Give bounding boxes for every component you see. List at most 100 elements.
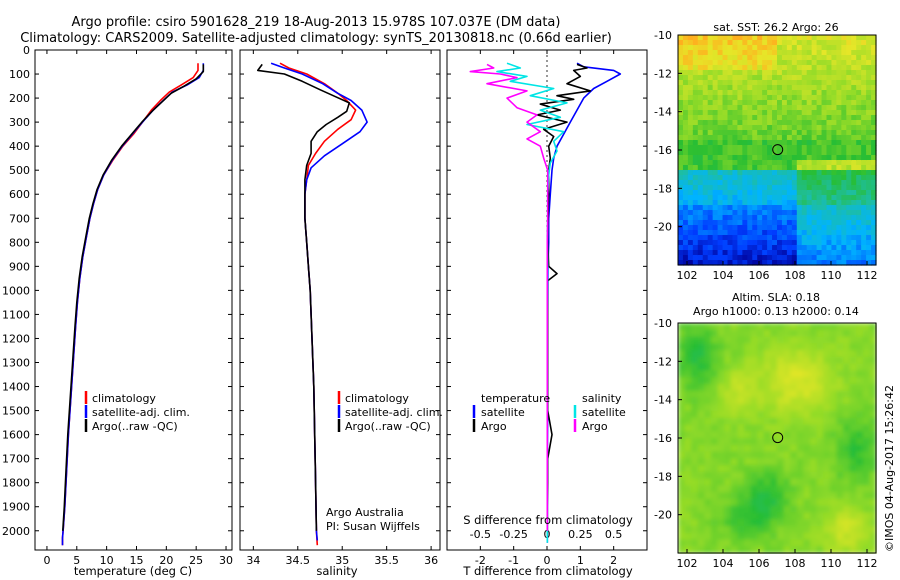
- series-line-climatology: [279, 62, 357, 546]
- sla-map-frame: [677, 322, 877, 554]
- lat-tick-label: -16: [654, 144, 672, 157]
- legend-label-climatology: climatology: [92, 392, 156, 405]
- temperature-plot-frame: [34, 49, 233, 551]
- lat-tick-label: -20: [654, 221, 672, 234]
- lat-tick-label: -10: [654, 317, 672, 330]
- lat-tick-label: -20: [654, 509, 672, 522]
- argo-location-marker: [772, 144, 784, 156]
- legend-label-argo: Argo(..raw -QC): [92, 420, 178, 433]
- salinity-xlabel: salinity: [316, 564, 357, 578]
- lon-tick-label: 106: [749, 557, 770, 570]
- lon-tick-label: 106: [749, 269, 770, 282]
- temperature-panel: 0100200300400500600700800900100011001200…: [2, 44, 647, 578]
- depth-tick-label: 1700: [2, 453, 30, 466]
- x-tick-label: 30: [219, 554, 233, 567]
- sst-field: [678, 35, 877, 266]
- depth-tick-label: 700: [9, 212, 30, 225]
- sla-field: [678, 323, 877, 554]
- x-tick-label: 35: [335, 554, 349, 567]
- depth-tick-label: 200: [9, 92, 30, 105]
- sla-map-title-line1: Altim. SLA: 0.18: [732, 291, 820, 304]
- temperature-axis-ticks: 0 5 10 15 20 25 30: [43, 50, 233, 567]
- salinity-plot-frame: [239, 49, 441, 551]
- x-tick-label: 10: [100, 554, 114, 567]
- x-tick-label: 0: [544, 554, 551, 567]
- series-line-argo: [256, 63, 351, 531]
- legend-label-satellite: satellite-adj. clim.: [345, 406, 443, 419]
- depth-tick-label: 1300: [2, 357, 30, 370]
- s-tick-label: -0.5: [470, 528, 491, 541]
- depth-tick-label: 1200: [2, 332, 30, 345]
- depth-tick-label: 1400: [2, 381, 30, 394]
- depth-tick-label: 800: [9, 236, 30, 249]
- lat-tick-label: -18: [654, 182, 672, 195]
- difference-plot-frame: [446, 49, 648, 551]
- temperature-xlabel: temperature (deg C): [74, 564, 192, 578]
- lon-tick-label: 108: [785, 269, 806, 282]
- x-tick-label: 20: [159, 554, 173, 567]
- lat-tick-label: -16: [654, 432, 672, 445]
- depth-axis-ticks: 0 100 200 300 400 500 600 700 800 900 1000 1100 1200…: [2, 44, 647, 538]
- lat-tick-label: -12: [654, 355, 672, 368]
- depth-tick-label: 1000: [2, 284, 30, 297]
- legend-title-temperature: temperature: [481, 392, 550, 405]
- depth-tick-label: 100: [9, 68, 30, 81]
- sst-map-panel: sat. SST: 26.2 Argo: 26 102 104 106 108 110 1…: [654, 21, 877, 282]
- lon-tick-label: 104: [713, 269, 734, 282]
- difference-legend: temperature satellite Argo salinity sate…: [472, 392, 626, 433]
- lat-tick-label: -10: [654, 29, 672, 42]
- depth-tick-label: 400: [9, 140, 30, 153]
- legend-title-salinity: salinity: [582, 392, 622, 405]
- figure-title-line1: Argo profile: csiro 5901628_219 18-Aug-2…: [72, 15, 561, 30]
- argo-location-marker: [772, 432, 784, 444]
- t-difference-axis-ticks: -2 -1 0 1 2: [475, 50, 617, 567]
- sla-map-panel: Altim. SLA: 0.18 Argo h1000: 0.13 h2000:…: [654, 291, 877, 570]
- x-tick-label: 1: [577, 554, 584, 567]
- lon-tick-label: 110: [821, 269, 842, 282]
- x-tick-label: 2: [610, 554, 617, 567]
- x-tick-label: 5: [73, 554, 80, 567]
- x-tick-label: 15: [129, 554, 143, 567]
- depth-tick-label: 1800: [2, 477, 30, 490]
- sla-map-ticks: 102 104 106 108 110 112 -10 -12 -14 -16 -18 -20: [654, 317, 877, 570]
- depth-tick-label: 500: [9, 164, 30, 177]
- legend-label-t-argo: Argo: [481, 420, 507, 433]
- salinity-legend: climatology satellite-adj. clim. Argo(..…: [337, 391, 443, 433]
- depth-tick-label: 2000: [2, 525, 30, 538]
- depth-tick-label: 0: [23, 44, 30, 57]
- salinity-panel: 34 34.5 35 35.5 36 salinity climatology sate…: [239, 49, 443, 578]
- salinity-series: [256, 62, 368, 546]
- lat-tick-label: -14: [654, 106, 672, 119]
- s-tick-label: -0.25: [499, 528, 527, 541]
- x-tick-label: 34: [246, 554, 260, 567]
- x-tick-label: 25: [189, 554, 203, 567]
- legend-label-s-argo: Argo: [582, 420, 608, 433]
- lon-tick-label: 104: [713, 557, 734, 570]
- x-tick-label: 0: [43, 554, 50, 567]
- legend-label-t-satellite: satellite: [481, 406, 525, 419]
- sst-map-frame: [677, 34, 877, 266]
- legend-label-satellite: satellite-adj. clim.: [92, 406, 190, 419]
- lon-tick-label: 112: [857, 557, 878, 570]
- s-tick-label: 0.5: [605, 528, 623, 541]
- float-owner-line2: PI: Susan Wijffels: [326, 520, 420, 533]
- series-line-s-argo: [469, 63, 549, 531]
- t-difference-xlabel: T difference from climatology: [462, 564, 633, 578]
- depth-tick-label: 1500: [2, 405, 30, 418]
- lon-tick-label: 112: [857, 269, 878, 282]
- lat-tick-label: -18: [654, 470, 672, 483]
- x-tick-label: 36: [424, 554, 438, 567]
- s-difference-axis-ticks: -0.5 -0.25 0 0.25 0.5: [470, 528, 623, 541]
- x-tick-label: 34.5: [286, 554, 311, 567]
- lon-tick-label: 102: [677, 557, 698, 570]
- x-tick-label: -2: [475, 554, 486, 567]
- temperature-legend: climatology satellite-adj. clim. Argo(..…: [84, 391, 190, 433]
- x-tick-label: 35.5: [374, 554, 399, 567]
- lon-tick-label: 110: [821, 557, 842, 570]
- figure-title-line2: Climatology: CARS2009. Satellite-adjuste…: [20, 31, 612, 46]
- legend-label-argo: Argo(..raw -QC): [345, 420, 431, 433]
- lon-tick-label: 108: [785, 557, 806, 570]
- lat-tick-label: -14: [654, 394, 672, 407]
- lon-tick-label: 102: [677, 269, 698, 282]
